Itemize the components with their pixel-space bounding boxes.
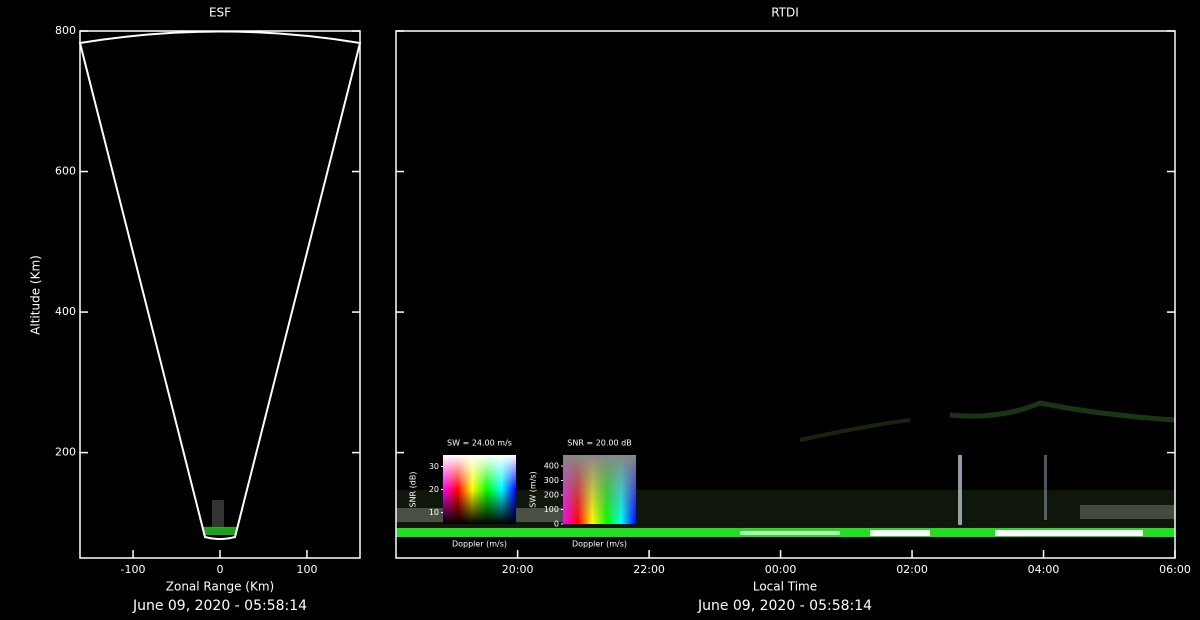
x-tick-label: 22:00 [633,563,665,576]
timestamp: June 09, 2020 - 05:58:14 [697,598,872,614]
color-key-title: SNR = 20.00 dB [567,439,631,448]
rtdi-echo [396,400,1176,537]
color-key-xlabel: Doppler (m/s) [452,540,507,549]
color-key-ylabel: SW (m/s) [529,471,538,507]
y-axis-label: Altitude (Km) [29,255,43,335]
y-tick-label: 600 [55,165,76,178]
color-key-tick-label: 30 [429,462,439,471]
x-tick-label: 04:00 [1028,563,1060,576]
color-key-tick-label: 20 [429,485,439,494]
color-key-tick-label: 400 [544,462,559,471]
x-axis-label: Local Time [753,580,817,594]
color-key-ylabel: SNR (dB) [409,472,418,508]
color-key-tick-label: 10 [429,508,439,517]
color-key-shade [563,455,636,524]
rtdi-title: RTDI [771,6,799,20]
x-tick-label: 02:00 [896,563,928,576]
color-key-tick-label: 200 [544,491,559,500]
plot-frame [395,30,1176,559]
x-axis-label: Zonal Range (Km) [166,580,274,594]
color-key-tick-label: 0 [554,520,559,529]
x-tick-label: 20:00 [502,563,534,576]
color-key-title: SW = 24.00 m/s [447,439,512,448]
timestamp: June 09, 2020 - 05:58:14 [132,598,307,614]
color-key-tick-label: 100 [544,505,559,514]
x-tick-label: -100 [121,563,146,576]
esf-title: ESF [209,6,231,20]
x-tick-label: 00:00 [765,563,797,576]
color-key-xlabel: Doppler (m/s) [572,540,627,549]
x-tick-label: 0 [217,563,224,576]
y-tick-label: 400 [55,305,76,318]
color-key-shade [443,455,516,524]
esf-echo [78,30,362,540]
y-tick-label: 200 [55,446,76,459]
x-tick-label: 100 [296,563,317,576]
x-tick-label: 06:00 [1159,563,1191,576]
y-tick-label: 800 [55,24,76,37]
color-key-tick-label: 300 [544,476,559,485]
